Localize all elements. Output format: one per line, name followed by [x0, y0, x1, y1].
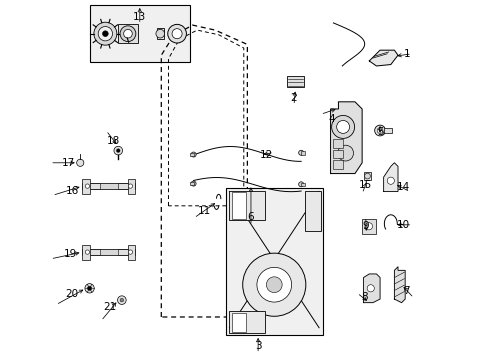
Bar — [286, 76, 304, 87]
Text: 9: 9 — [362, 221, 368, 230]
Text: 18: 18 — [106, 136, 120, 146]
Text: 7: 7 — [403, 286, 409, 296]
Bar — [229, 191, 264, 220]
Bar — [82, 244, 90, 260]
Circle shape — [191, 181, 196, 186]
Text: 19: 19 — [63, 249, 77, 260]
Text: 20: 20 — [65, 289, 79, 299]
Text: 3: 3 — [254, 341, 261, 351]
Circle shape — [87, 286, 92, 291]
Circle shape — [364, 173, 369, 179]
Circle shape — [172, 29, 182, 39]
Bar — [127, 179, 135, 194]
Circle shape — [336, 121, 349, 134]
Bar — [190, 153, 194, 156]
Circle shape — [120, 26, 136, 41]
Circle shape — [114, 146, 122, 155]
Bar — [363, 172, 371, 180]
Circle shape — [242, 253, 305, 316]
Text: 17: 17 — [61, 158, 75, 168]
Text: 11: 11 — [198, 206, 211, 216]
Bar — [229, 311, 264, 333]
Bar — [301, 151, 305, 155]
Text: 21: 21 — [103, 302, 117, 312]
Text: 4: 4 — [327, 114, 334, 124]
Bar — [100, 183, 117, 189]
Bar — [127, 244, 135, 260]
Bar — [118, 24, 138, 43]
Text: 12: 12 — [260, 150, 273, 160]
Circle shape — [298, 150, 303, 155]
Bar — [190, 182, 194, 185]
Bar — [82, 183, 135, 189]
Circle shape — [167, 24, 186, 43]
Bar — [100, 249, 117, 255]
Bar — [301, 183, 305, 186]
Bar — [231, 192, 245, 219]
Polygon shape — [368, 50, 397, 66]
Circle shape — [128, 250, 132, 254]
Text: 1: 1 — [404, 49, 410, 59]
Polygon shape — [330, 102, 362, 174]
Polygon shape — [225, 188, 322, 335]
Text: 16: 16 — [65, 186, 79, 196]
Circle shape — [77, 159, 83, 166]
Circle shape — [102, 31, 108, 37]
Circle shape — [85, 184, 89, 188]
Text: 5: 5 — [376, 127, 383, 137]
Circle shape — [94, 22, 117, 45]
Text: 6: 6 — [247, 212, 254, 222]
Bar — [333, 160, 343, 169]
Text: 14: 14 — [396, 183, 409, 192]
Circle shape — [366, 285, 373, 292]
Bar — [384, 129, 391, 133]
Circle shape — [98, 27, 112, 41]
Circle shape — [116, 149, 120, 152]
Bar — [231, 313, 245, 332]
Circle shape — [85, 284, 94, 293]
Circle shape — [128, 184, 132, 188]
Circle shape — [85, 250, 89, 254]
Circle shape — [386, 177, 394, 184]
Polygon shape — [394, 267, 405, 303]
Text: 8: 8 — [360, 292, 367, 302]
Bar — [333, 149, 343, 158]
Circle shape — [120, 298, 123, 302]
Circle shape — [365, 223, 372, 230]
Circle shape — [156, 30, 164, 38]
Text: 13: 13 — [133, 12, 146, 22]
Polygon shape — [363, 274, 379, 303]
Bar — [82, 179, 90, 194]
Bar — [333, 139, 343, 148]
Text: 10: 10 — [396, 220, 409, 230]
Bar — [89, 5, 190, 62]
Bar — [362, 219, 375, 234]
Circle shape — [376, 128, 382, 134]
Circle shape — [266, 277, 282, 293]
Circle shape — [123, 30, 132, 38]
Bar — [304, 191, 320, 231]
Circle shape — [337, 145, 353, 161]
Circle shape — [256, 267, 291, 302]
Circle shape — [191, 152, 196, 157]
Polygon shape — [383, 163, 397, 192]
Circle shape — [298, 182, 303, 187]
Circle shape — [117, 296, 126, 305]
Circle shape — [331, 116, 354, 138]
Text: 2: 2 — [290, 93, 297, 103]
Bar — [156, 28, 163, 40]
Text: 15: 15 — [358, 180, 371, 190]
Bar — [82, 249, 135, 255]
Circle shape — [374, 125, 385, 136]
